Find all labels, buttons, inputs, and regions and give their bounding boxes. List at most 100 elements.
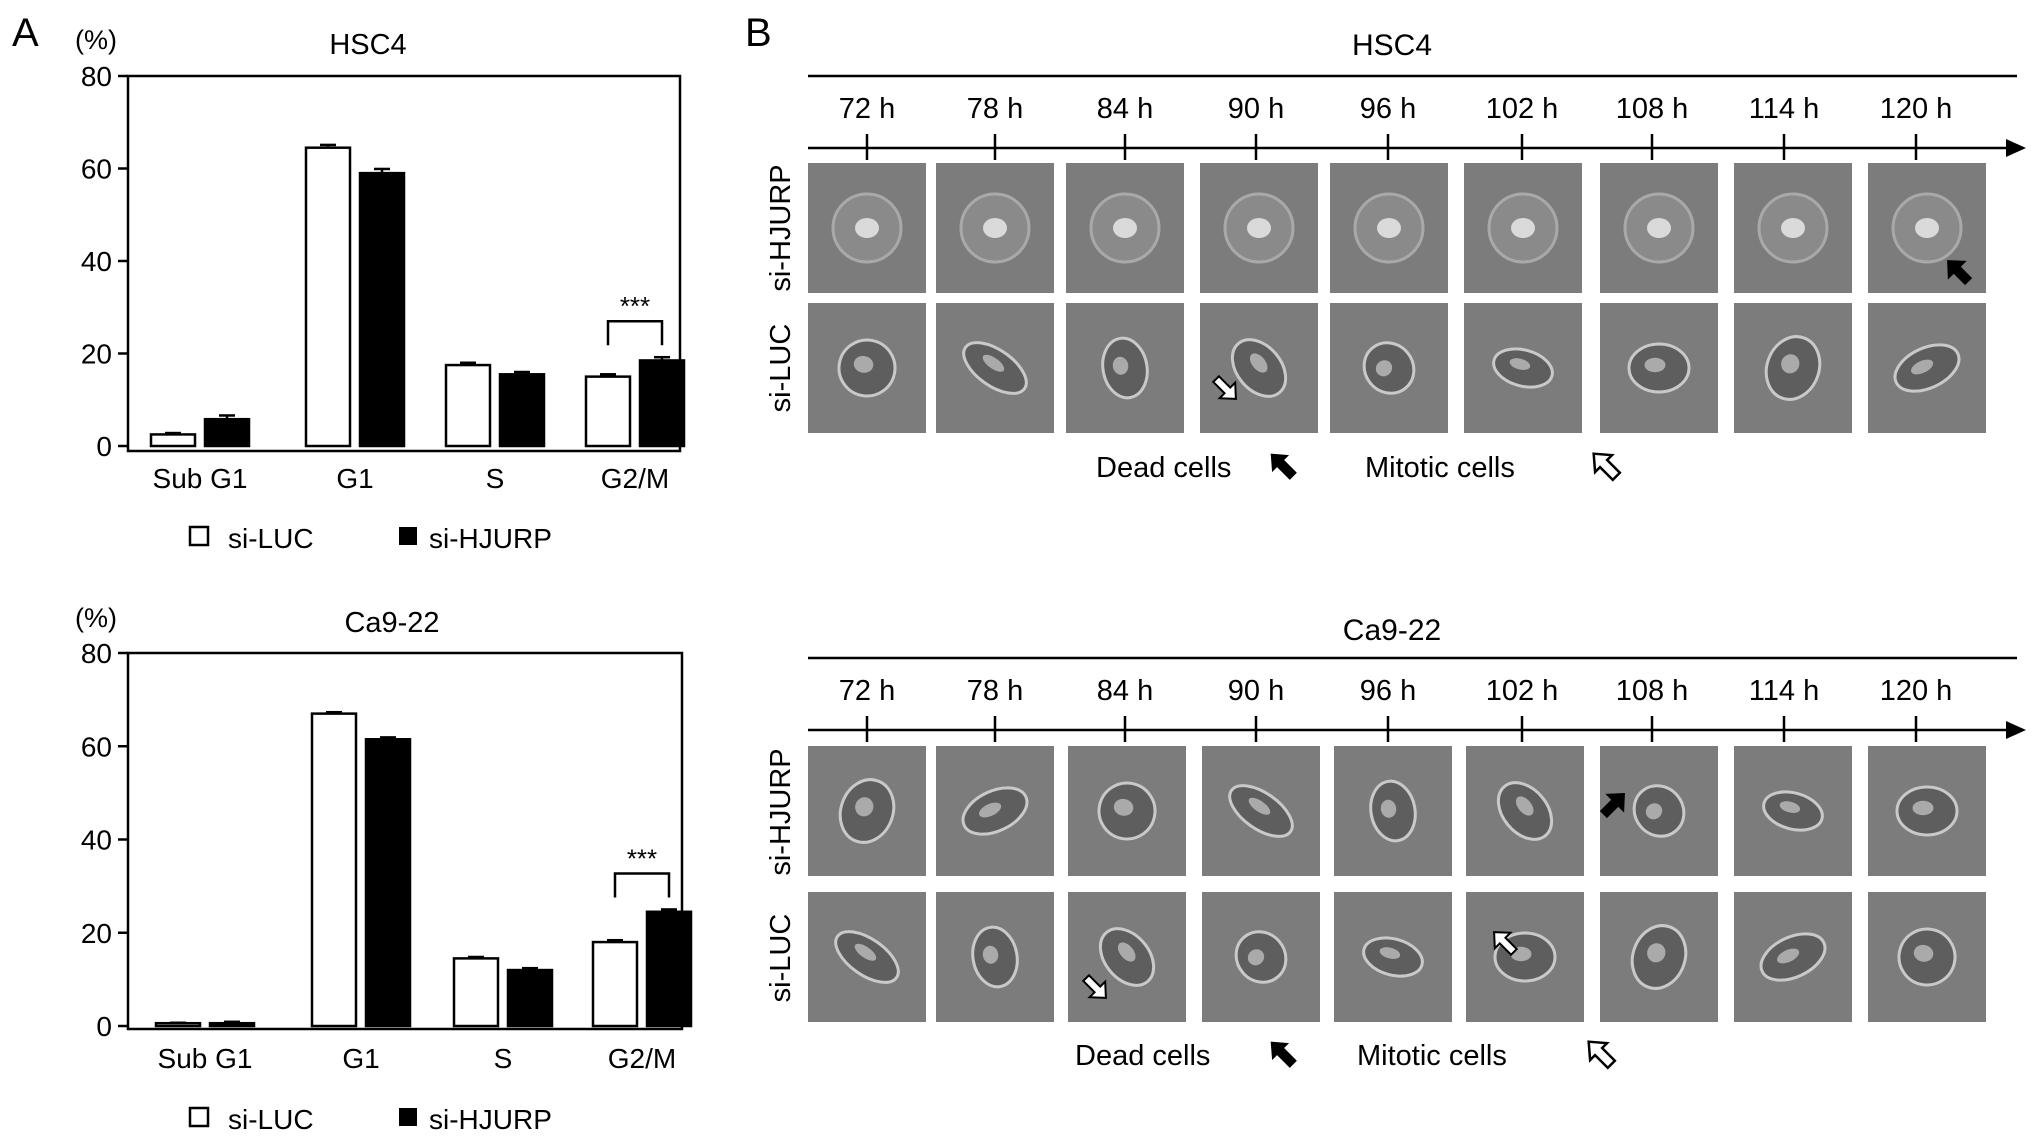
cell-image-si-luc — [1600, 303, 1718, 433]
row-label-si-luc: si-LUC — [765, 914, 797, 1003]
legend-swatch-si-hjurp — [399, 527, 417, 545]
cell-image-si-hjurp — [1868, 746, 1986, 876]
legend-label-si-luc: si-LUC — [228, 1104, 314, 1135]
timelapse-title: Ca9-22 — [1343, 614, 1441, 647]
cell-image-si-hjurp — [1466, 746, 1584, 876]
y-tick-label: 60 — [81, 154, 112, 185]
y-tick-label: 0 — [96, 1011, 112, 1042]
x-tick-labels: Sub G1 G1 S G2/M — [158, 1043, 677, 1074]
timelapse-ca9-22: Ca9-22 72 h 78 h 84 h 90 h 96 h 102 h 108 h 114… — [765, 614, 2026, 1072]
cell-image-si-luc — [1068, 892, 1186, 1022]
x-tick-labels: Sub G1 G1 S G2/M — [153, 463, 670, 494]
panel-label-b: B — [745, 11, 772, 55]
row-label-si-hjurp: si-HJURP — [765, 164, 797, 291]
cell-image-si-luc — [1202, 892, 1320, 1022]
dead-cells-arrow-icon — [1270, 1041, 1297, 1068]
x-tick-label: G1 — [342, 1043, 379, 1074]
time-tick-label: 90 h — [1228, 93, 1284, 125]
cell-image-si-luc — [1464, 303, 1582, 433]
y-ticks: 0 20 40 60 80 — [81, 61, 128, 462]
bar-si-luc — [304, 146, 352, 448]
bar-si-luc — [149, 433, 197, 448]
cell-image-si-hjurp — [1734, 163, 1852, 293]
cell-image-si-hjurp — [1066, 163, 1184, 293]
y-tick-label: 20 — [81, 918, 112, 949]
time-ticks: 72 h 78 h 84 h 90 h 96 h 102 h 108 h 114 h 120 h — [839, 93, 1952, 160]
y-tick-label: 20 — [81, 339, 112, 370]
time-tick-label: 102 h — [1486, 675, 1559, 707]
bar-chart-hsc4: HSC4 (%) 0 20 40 60 80 Sub G1 G1 S G2/M *** si-… — [75, 25, 686, 554]
cell-image-si-hjurp — [1600, 746, 1718, 876]
cell-image-si-hjurp — [1600, 163, 1718, 293]
cell-image-si-luc — [1466, 892, 1584, 1022]
significance-label: *** — [620, 291, 650, 321]
y-axis-label: (%) — [75, 25, 117, 55]
significance-label: *** — [627, 843, 657, 873]
mitotic-cell-arrow-icon — [1081, 973, 1107, 999]
x-tick-label: G1 — [336, 463, 373, 494]
time-tick-label: 78 h — [967, 675, 1023, 707]
cell-image-si-luc — [1334, 892, 1452, 1022]
cell-image-si-luc — [936, 892, 1054, 1022]
row-label-si-luc: si-LUC — [765, 324, 797, 413]
cell-image-si-hjurp — [936, 163, 1054, 293]
bar-si-luc — [584, 375, 632, 448]
time-tick-label: 108 h — [1616, 675, 1689, 707]
bar-chart-ca9-22: Ca9-22 (%) 0 20 40 60 80 Sub G1 G1 S G2/M *** s… — [75, 603, 693, 1135]
cell-image-si-luc — [936, 303, 1054, 433]
dead-cell-arrow-icon — [1947, 260, 1973, 286]
row-labels: si-HJURP si-LUC — [765, 748, 797, 1002]
significance-bracket — [606, 319, 664, 346]
y-ticks: 0 20 40 60 80 — [81, 638, 128, 1042]
panel-label-a: A — [12, 11, 39, 55]
significance-annotation: *** — [613, 843, 671, 898]
cell-image-si-hjurp — [1068, 746, 1186, 876]
legend-dead-cells: Dead cells — [1096, 452, 1231, 484]
time-tick-label: 96 h — [1360, 93, 1416, 125]
bar-si-hjurp — [364, 738, 412, 1028]
time-tick-label: 96 h — [1360, 675, 1416, 707]
cell-image-si-luc — [808, 303, 926, 433]
bar-si-hjurp — [506, 968, 554, 1028]
x-tick-label: G2/M — [601, 463, 669, 494]
cell-image-si-luc — [1868, 303, 1986, 433]
y-tick-label: 80 — [81, 61, 112, 92]
legend-dead-cells: Dead cells — [1075, 1040, 1210, 1072]
time-tick-label: 84 h — [1097, 675, 1153, 707]
time-ticks: 72 h 78 h 84 h 90 h 96 h 102 h 108 h 114 h 120 h — [839, 675, 1952, 742]
cell-image-grid — [808, 746, 1986, 1022]
time-tick-label: 108 h — [1616, 93, 1689, 125]
mitotic-cell-arrow-icon — [1493, 931, 1519, 957]
time-tick-label: 114 h — [1749, 93, 1819, 125]
chart-title: Ca9-22 — [344, 607, 439, 639]
timelapse-hsc4: HSC4 72 h 78 h 84 h 90 h 96 h 102 h 108 h 114 h… — [765, 29, 2026, 484]
cell-image-si-hjurp — [936, 746, 1054, 876]
time-tick-label: 114 h — [1749, 675, 1819, 707]
legend-swatch-si-luc — [188, 525, 210, 547]
arrow-legend: Dead cells Mitotic cells — [1096, 452, 1622, 484]
cell-image-si-luc — [1734, 892, 1852, 1022]
cell-image-si-hjurp — [1734, 746, 1852, 876]
plot-frame — [126, 651, 684, 1031]
cell-image-si-hjurp — [1330, 163, 1448, 293]
bar-si-hjurp — [498, 373, 546, 448]
cell-image-si-luc — [1600, 892, 1718, 1022]
cell-image-si-luc — [1734, 303, 1852, 433]
bar-si-hjurp — [208, 1021, 256, 1028]
cell-image-si-luc — [1066, 303, 1184, 433]
significance-bracket — [613, 872, 671, 898]
x-tick-label: Sub G1 — [153, 463, 248, 494]
time-axis-arrowhead — [2006, 139, 2026, 157]
y-axis-label: (%) — [75, 603, 117, 633]
legend-label-si-hjurp: si-HJURP — [429, 523, 552, 554]
bar-si-luc — [452, 957, 500, 1028]
bar-si-luc — [310, 712, 358, 1028]
bar-si-luc — [591, 940, 639, 1028]
chart-title: HSC4 — [329, 29, 406, 61]
y-tick-label: 60 — [81, 731, 112, 762]
cell-image-si-hjurp — [1202, 746, 1320, 876]
legend-swatch-si-hjurp — [399, 1108, 417, 1126]
cell-image-grid — [808, 163, 1986, 433]
time-tick-label: 72 h — [839, 93, 895, 125]
